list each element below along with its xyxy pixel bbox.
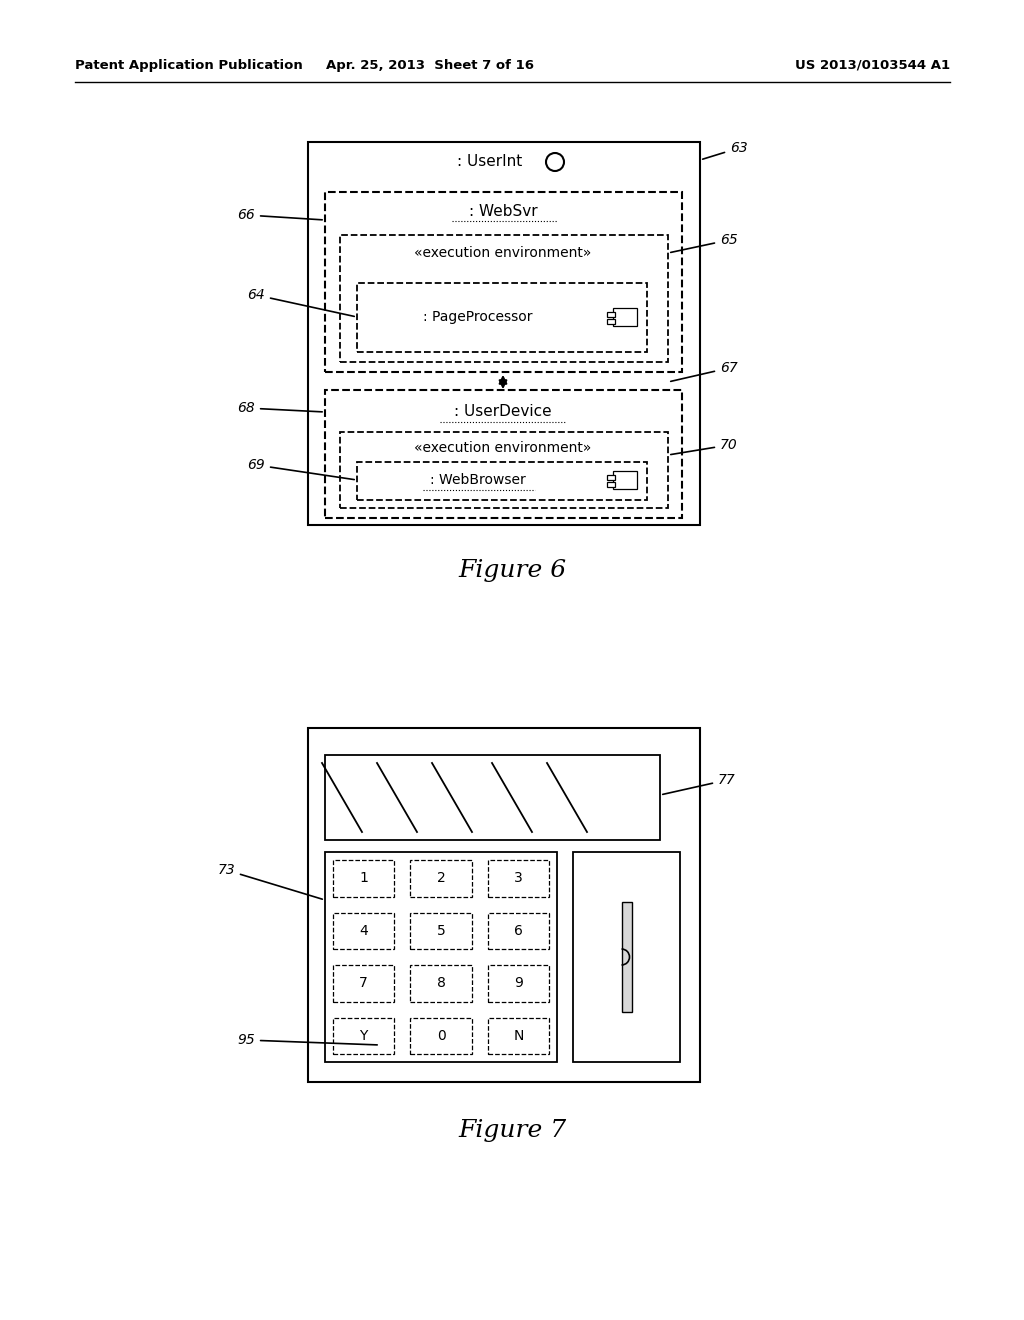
Bar <box>333 965 394 1002</box>
Bar <box>340 235 668 362</box>
Bar <box>325 755 660 840</box>
Text: 2: 2 <box>436 871 445 886</box>
Text: 73: 73 <box>217 863 323 899</box>
Text: 9: 9 <box>514 977 523 990</box>
Bar <box>325 389 682 517</box>
Text: 77: 77 <box>663 774 736 795</box>
Text: 66: 66 <box>238 209 323 222</box>
Bar <box>325 191 682 372</box>
Text: 1: 1 <box>359 871 368 886</box>
Text: 6: 6 <box>514 924 523 937</box>
Text: 3: 3 <box>514 871 522 886</box>
Text: : PageProcessor: : PageProcessor <box>423 310 532 323</box>
Text: : UserInt: : UserInt <box>458 154 522 169</box>
Bar <box>607 482 615 487</box>
Bar <box>308 143 700 525</box>
Text: 4: 4 <box>359 924 368 937</box>
Bar <box>411 1018 472 1053</box>
Bar <box>487 965 549 1002</box>
Text: 67: 67 <box>671 360 737 381</box>
Text: : UserDevice: : UserDevice <box>455 404 552 420</box>
Text: 95: 95 <box>238 1034 377 1047</box>
Bar <box>325 851 557 1063</box>
Bar <box>411 861 472 896</box>
Bar <box>411 912 472 949</box>
Text: Apr. 25, 2013  Sheet 7 of 16: Apr. 25, 2013 Sheet 7 of 16 <box>326 58 534 71</box>
Bar <box>613 308 637 326</box>
Bar <box>622 902 632 1012</box>
Text: 8: 8 <box>436 977 445 990</box>
Bar <box>613 471 637 488</box>
Bar <box>487 912 549 949</box>
Text: 68: 68 <box>238 401 323 414</box>
Text: Y: Y <box>359 1028 368 1043</box>
Text: «execution environment»: «execution environment» <box>415 441 592 455</box>
Bar <box>333 861 394 896</box>
Bar <box>487 1018 549 1053</box>
Bar <box>411 965 472 1002</box>
Text: : WebBrowser: : WebBrowser <box>430 473 526 487</box>
Text: 64: 64 <box>247 288 354 317</box>
Text: 69: 69 <box>247 458 354 479</box>
Bar <box>340 432 668 508</box>
Bar <box>607 474 615 479</box>
Text: 5: 5 <box>436 924 445 937</box>
Text: N: N <box>513 1028 523 1043</box>
Bar <box>333 1018 394 1053</box>
Text: 0: 0 <box>436 1028 445 1043</box>
Text: : WebSvr: : WebSvr <box>469 205 538 219</box>
Text: «execution environment»: «execution environment» <box>415 246 592 260</box>
Bar <box>487 861 549 896</box>
Bar <box>607 318 615 323</box>
Bar <box>333 912 394 949</box>
Bar <box>357 462 647 500</box>
Text: US 2013/0103544 A1: US 2013/0103544 A1 <box>795 58 950 71</box>
Bar <box>308 729 700 1082</box>
Text: 7: 7 <box>359 977 368 990</box>
Bar <box>573 851 680 1063</box>
Text: 63: 63 <box>702 141 748 160</box>
Text: Patent Application Publication: Patent Application Publication <box>75 58 303 71</box>
Text: Figure 7: Figure 7 <box>458 1118 566 1142</box>
Text: 65: 65 <box>671 234 737 252</box>
Text: Figure 6: Figure 6 <box>458 558 566 582</box>
Bar <box>357 282 647 352</box>
Text: 70: 70 <box>671 438 737 454</box>
Bar <box>607 312 615 317</box>
